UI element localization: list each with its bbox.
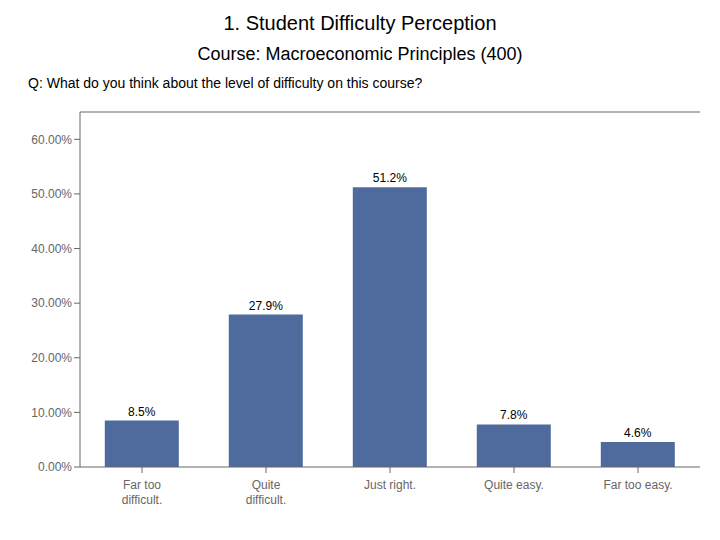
svg-text:4.6%: 4.6% [624,426,652,440]
svg-text:60.00%: 60.00% [31,133,72,147]
html-text:Course: Macroeconomic Principl: Course: Macroeconomic Principles (400) [197,44,523,64]
svg-text:40.00%: 40.00% [31,242,72,256]
svg-text:27.9%: 27.9% [249,299,283,313]
svg-text:8.5%: 8.5% [128,405,156,419]
svg-text:7.8%: 7.8% [500,408,528,422]
svg-text:Far too easy.: Far too easy. [603,478,672,492]
svg-text:20.00%: 20.00% [31,351,72,365]
svg-text:Just right.: Just right. [364,478,416,492]
svg-text:Quite easy.: Quite easy. [484,478,544,492]
svg-text:50.00%: 50.00% [31,187,72,201]
html-text:1. Student Difficulty Percepti: 1. Student Difficulty Perception [223,12,497,34]
svg-text:51.2%: 51.2% [373,171,407,185]
svg-text:30.00%: 30.00% [31,296,72,310]
svg-text:0.00%: 0.00% [38,460,72,474]
svg-text:10.00%: 10.00% [31,406,72,420]
html-text:Q: What do you think about the: Q: What do you think about the level of … [28,75,423,91]
svg-text:Far toodifficult.: Far toodifficult. [122,478,162,507]
svg-text:Quitedifficult.: Quitedifficult. [246,478,286,507]
